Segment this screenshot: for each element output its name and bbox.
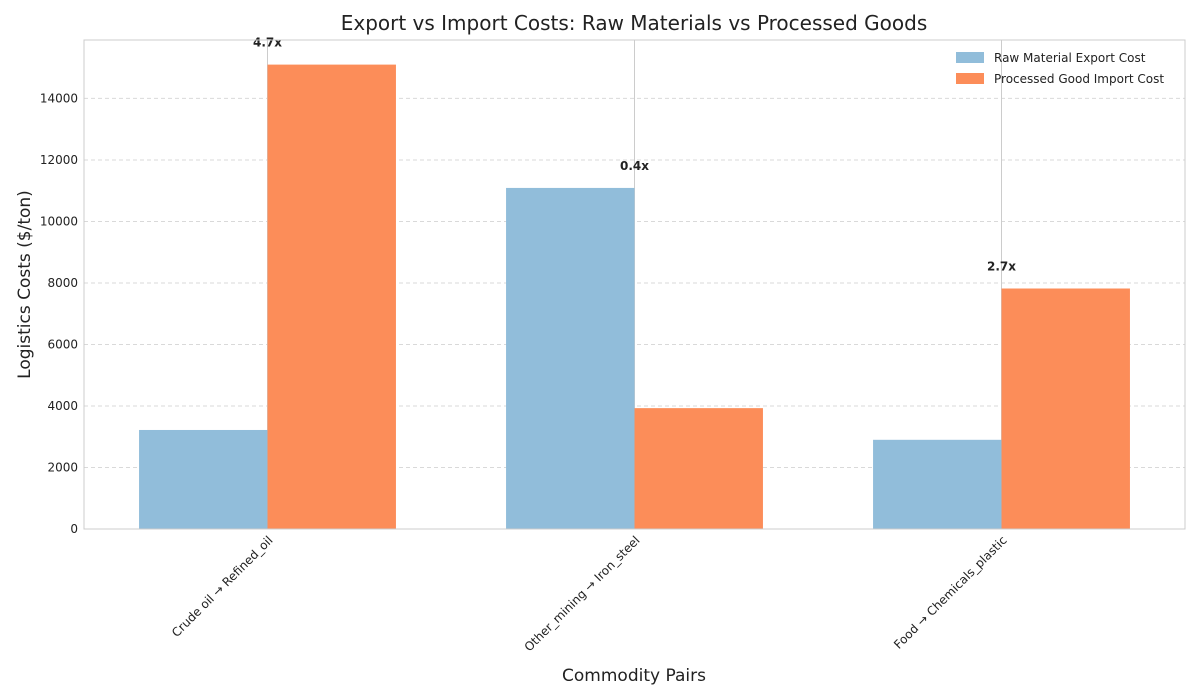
bar-raw-export	[506, 187, 635, 530]
legend-swatch	[956, 73, 984, 84]
bar-raw-export	[873, 439, 1002, 529]
bar-processed-import	[634, 408, 763, 529]
y-tick-label: 4000	[47, 399, 78, 413]
y-tick-label: 10000	[40, 214, 78, 228]
plot-frame	[83, 39, 1186, 530]
y-tick-label: 2000	[47, 460, 78, 474]
ratio-labels: 4.7x 0.4x 2.7x	[253, 36, 1016, 274]
chart-title: Export vs Import Costs: Raw Materials vs…	[341, 11, 928, 35]
y-axis-ticks: 0 2000 4000 6000 8000 10000 12000 14000	[40, 91, 78, 536]
bar-raw-export	[139, 429, 268, 529]
legend-label: Processed Good Import Cost	[994, 72, 1164, 86]
x-axis-label: Commodity Pairs	[562, 666, 706, 686]
ratio-label: 2.7x	[987, 259, 1016, 273]
y-tick-label: 0	[70, 522, 78, 536]
y-tick-label: 8000	[47, 276, 78, 290]
legend-swatch	[956, 52, 984, 63]
y-tick-label: 14000	[40, 91, 78, 105]
x-tick-label: Crude oil → Refined_oil	[169, 533, 276, 640]
legend-label: Raw Material Export Cost	[994, 51, 1146, 65]
legend: Raw Material Export Cost Processed Good I…	[956, 51, 1164, 86]
x-tick-label: Food → Chemicals_plastic	[891, 533, 1010, 652]
bars-group	[139, 64, 1130, 530]
y-tick-label: 12000	[40, 153, 78, 167]
ratio-label: 4.7x	[253, 36, 282, 50]
bar-processed-import	[1001, 288, 1130, 529]
x-tick-label: Other_mining → Iron_steel	[522, 533, 643, 654]
ratio-label: 0.4x	[620, 159, 649, 173]
bar-processed-import	[267, 64, 396, 530]
x-axis-ticks: Crude oil → Refined_oil Other_mining → Ir…	[169, 533, 1010, 654]
y-tick-label: 6000	[47, 337, 78, 351]
y-axis-label: Logistics Costs ($/ton)	[15, 190, 35, 379]
